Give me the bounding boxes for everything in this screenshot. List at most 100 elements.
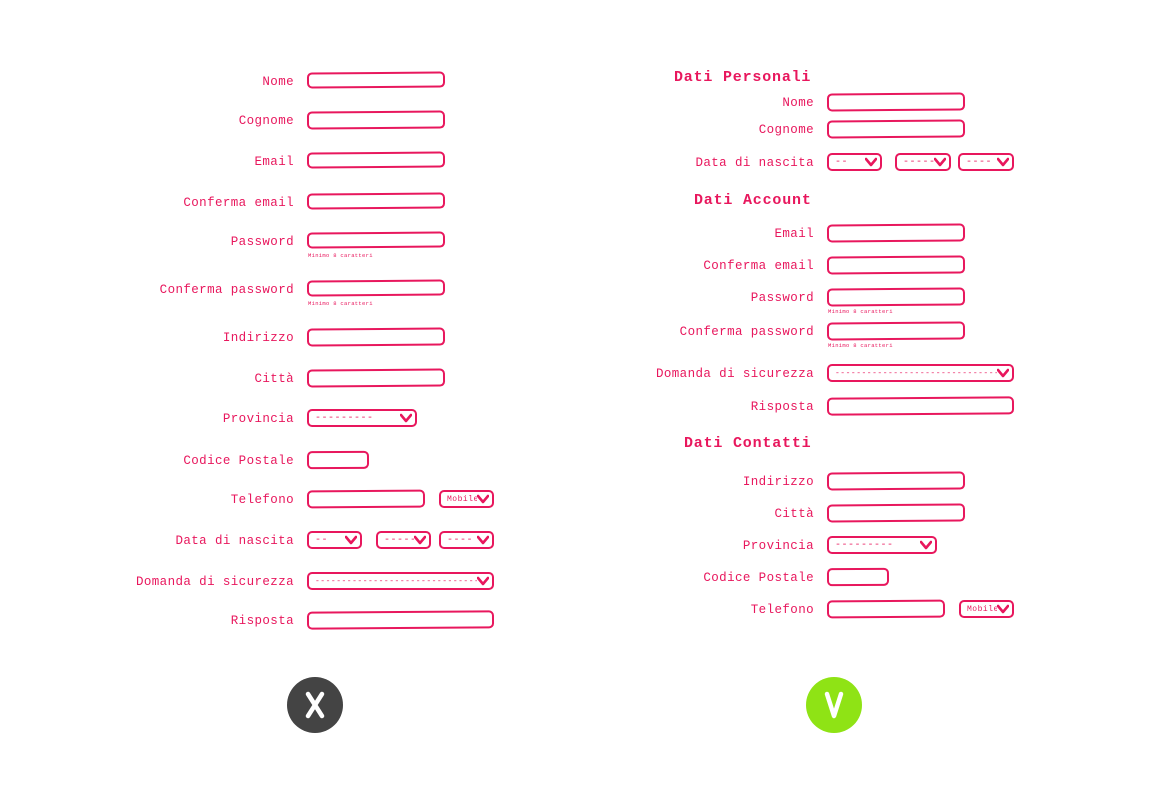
label-conferma-email: Conferma email xyxy=(183,196,294,210)
label-conferma-password: Conferma password xyxy=(679,325,814,339)
telefono-tipo-select[interactable]: Mobile xyxy=(959,600,1014,618)
row-indirizzo: Indirizzo xyxy=(600,471,1060,496)
anno-select-value: ---- xyxy=(447,534,474,546)
giorno-select[interactable]: -- xyxy=(827,153,882,171)
conferma-password-input[interactable] xyxy=(826,321,966,341)
label-indirizzo: Indirizzo xyxy=(222,331,294,345)
label-provincia: Provincia xyxy=(222,412,294,426)
citta-input[interactable] xyxy=(306,368,446,388)
row-telefono: Telefono Mobile xyxy=(600,599,1060,624)
chevron-down-icon xyxy=(477,494,489,504)
conferma-email-input[interactable] xyxy=(306,192,446,210)
label-nome: Nome xyxy=(262,75,294,89)
mese-select-value: ----- xyxy=(384,534,414,546)
row-email: Email xyxy=(600,223,1060,248)
nome-input[interactable] xyxy=(306,71,446,89)
password-input[interactable] xyxy=(306,231,446,249)
domanda-select[interactable]: ------------------------------- xyxy=(827,364,1014,382)
chevron-down-icon xyxy=(997,368,1009,378)
provincia-select[interactable]: --------- xyxy=(307,409,417,427)
conferma-email-input[interactable] xyxy=(826,255,966,275)
row-citta: Città xyxy=(0,368,520,393)
indirizzo-input[interactable] xyxy=(306,327,446,347)
row-cognome: Cognome xyxy=(600,119,1060,144)
chevron-down-icon xyxy=(414,535,426,545)
section-title-contatti: Dati Contatti xyxy=(684,435,812,452)
telefono-input[interactable] xyxy=(306,489,426,509)
indirizzo-input[interactable] xyxy=(826,471,966,491)
check-icon xyxy=(806,677,862,733)
conferma-password-input[interactable] xyxy=(306,279,446,297)
chevron-down-icon xyxy=(997,604,1009,614)
nome-input[interactable] xyxy=(826,92,966,112)
email-input[interactable] xyxy=(306,151,446,169)
label-password: Password xyxy=(230,235,294,249)
giorno-select-value: -- xyxy=(315,534,329,546)
citta-input[interactable] xyxy=(826,503,966,523)
giorno-select-value: -- xyxy=(835,156,849,168)
label-telefono: Telefono xyxy=(750,603,814,617)
row-data-nascita: Data di nascita -- ----- ---- xyxy=(0,531,520,555)
anno-select[interactable]: ---- xyxy=(439,531,494,549)
label-conferma-password: Conferma password xyxy=(159,283,294,297)
label-domanda: Domanda di sicurezza xyxy=(135,575,294,589)
chevron-down-icon xyxy=(865,157,877,167)
domanda-select[interactable]: ------------------------------- xyxy=(307,572,494,590)
section-title-personali: Dati Personali xyxy=(674,69,812,86)
row-conferma-email: Conferma email xyxy=(0,192,520,217)
row-nome: Nome xyxy=(600,92,1060,117)
label-cognome: Cognome xyxy=(758,123,814,137)
row-conferma-password: Conferma password Minimo 8 caratteri xyxy=(0,279,520,307)
row-password: Password Minimo 8 caratteri xyxy=(0,231,520,259)
chevron-down-icon xyxy=(934,157,946,167)
row-telefono: Telefono Mobile xyxy=(0,489,520,514)
provincia-select-value: --------- xyxy=(835,539,894,551)
cognome-input[interactable] xyxy=(826,119,966,139)
telefono-tipo-value: Mobile xyxy=(447,494,477,504)
password-input[interactable] xyxy=(826,287,966,307)
chevron-down-icon xyxy=(997,157,1009,167)
anno-select[interactable]: ---- xyxy=(958,153,1014,171)
row-conferma-password: Conferma password Minimo 8 caratteri xyxy=(600,321,1060,349)
label-nome: Nome xyxy=(782,96,814,110)
password-hint: Minimo 8 caratteri xyxy=(828,308,893,315)
conferma-password-hint: Minimo 8 caratteri xyxy=(308,300,373,307)
cognome-input[interactable] xyxy=(306,110,446,130)
email-input[interactable] xyxy=(826,223,966,243)
risposta-input[interactable] xyxy=(826,396,1015,416)
chevron-down-icon xyxy=(400,413,412,423)
risposta-input[interactable] xyxy=(306,610,495,630)
row-citta: Città xyxy=(600,503,1060,528)
codice-postale-input[interactable] xyxy=(826,567,890,587)
conferma-password-hint: Minimo 8 caratteri xyxy=(828,342,893,349)
row-provincia: Provincia --------- xyxy=(0,409,520,433)
telefono-input[interactable] xyxy=(826,599,946,619)
label-email: Email xyxy=(254,155,294,169)
label-citta: Città xyxy=(774,507,814,521)
label-cognome: Cognome xyxy=(238,114,294,128)
provincia-select[interactable]: --------- xyxy=(827,536,937,554)
domanda-select-value: ------------------------------- xyxy=(835,368,997,378)
mese-select[interactable]: ----- xyxy=(895,153,951,171)
mese-select[interactable]: ----- xyxy=(376,531,431,549)
telefono-tipo-value: Mobile xyxy=(967,604,997,614)
label-citta: Città xyxy=(254,372,294,386)
codice-postale-input[interactable] xyxy=(306,450,370,470)
domanda-select-value: ------------------------------- xyxy=(315,576,477,586)
label-codice-postale: Codice Postale xyxy=(703,571,814,585)
label-provincia: Provincia xyxy=(742,539,814,553)
telefono-tipo-select[interactable]: Mobile xyxy=(439,490,494,508)
row-provincia: Provincia --------- xyxy=(600,536,1060,560)
giorno-select[interactable]: -- xyxy=(307,531,362,549)
mese-select-value: ----- xyxy=(903,156,934,168)
row-indirizzo: Indirizzo xyxy=(0,327,520,352)
row-password: Password Minimo 8 caratteri xyxy=(600,287,1060,315)
label-indirizzo: Indirizzo xyxy=(742,475,814,489)
section-title-account: Dati Account xyxy=(694,192,812,209)
row-data-nascita: Data di nascita -- ----- ---- xyxy=(600,153,1060,177)
label-codice-postale: Codice Postale xyxy=(183,454,294,468)
label-telefono: Telefono xyxy=(230,493,294,507)
chevron-down-icon xyxy=(920,540,932,550)
chevron-down-icon xyxy=(345,535,357,545)
row-risposta: Risposta xyxy=(0,610,520,635)
